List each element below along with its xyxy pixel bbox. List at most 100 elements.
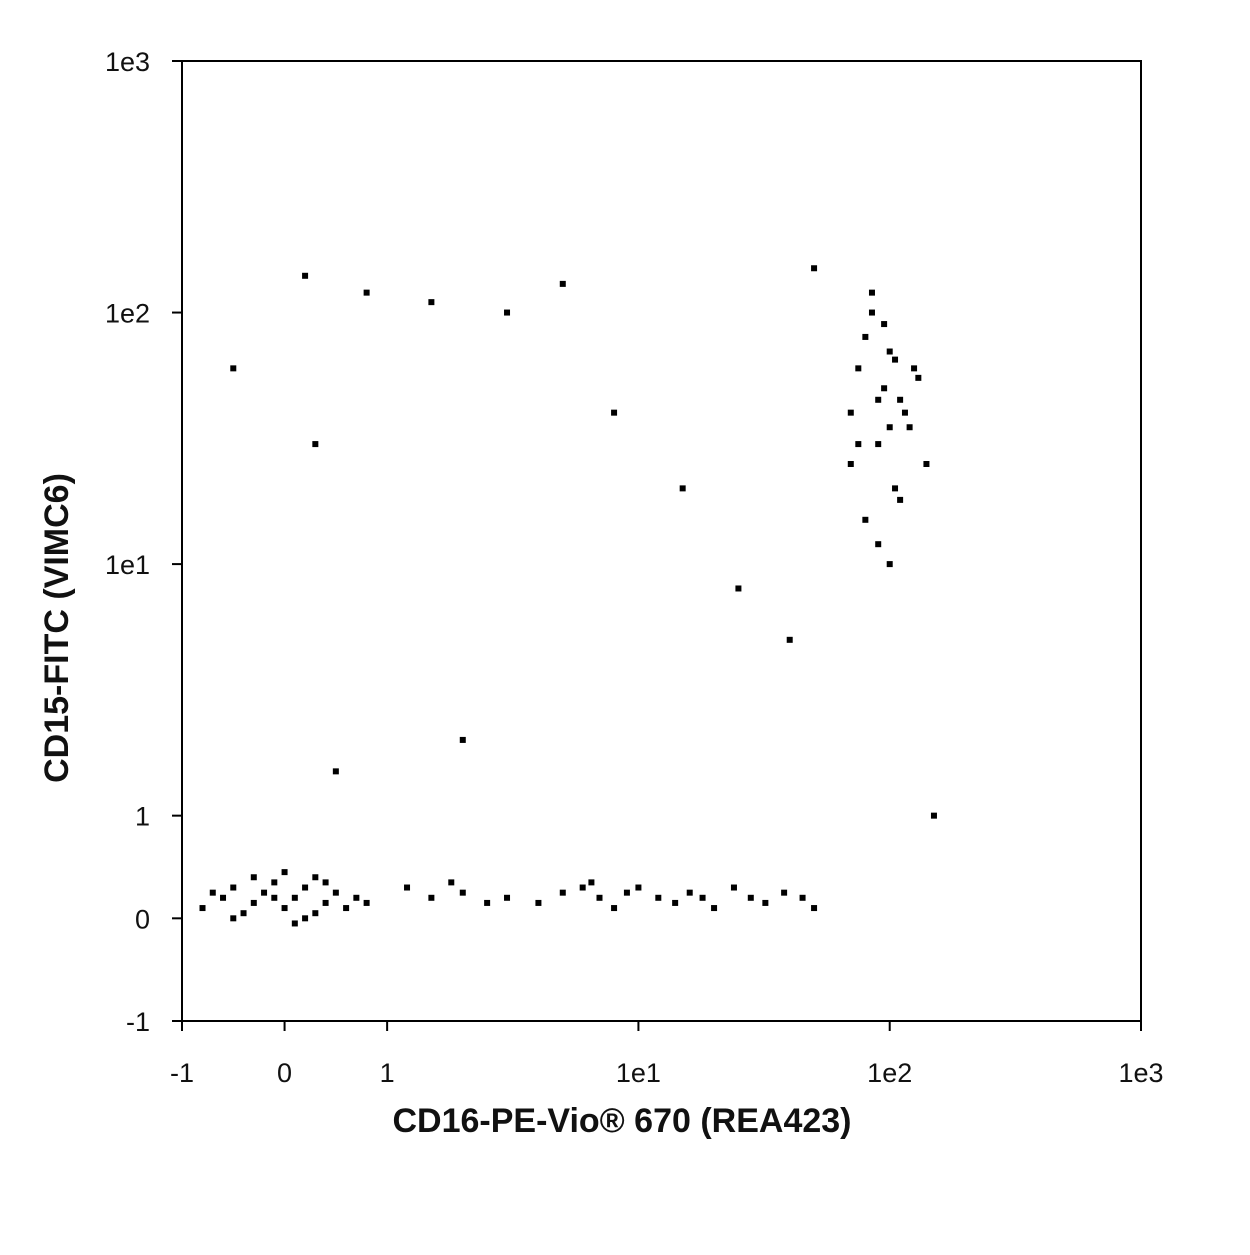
data-point <box>484 899 491 906</box>
data-point <box>711 905 718 912</box>
data-point <box>302 884 309 891</box>
data-point <box>868 309 875 316</box>
x-tick-label: 1 <box>380 1058 395 1088</box>
data-point <box>672 899 679 906</box>
data-point <box>862 333 869 340</box>
data-point <box>892 356 899 363</box>
data-point <box>847 460 854 467</box>
data-point <box>855 365 862 372</box>
data-point <box>847 409 854 416</box>
data-point <box>799 894 806 901</box>
data-point <box>312 441 319 448</box>
data-point <box>886 561 893 568</box>
data-point <box>322 879 329 886</box>
data-point <box>291 920 298 927</box>
data-point <box>747 894 754 901</box>
data-point <box>312 874 319 881</box>
data-point <box>781 889 788 896</box>
y-tick-label: 1 <box>135 802 150 832</box>
data-point <box>261 889 268 896</box>
data-point <box>250 899 257 906</box>
y-tick-label: 1e1 <box>105 550 150 580</box>
data-point <box>915 374 922 381</box>
data-point <box>579 884 586 891</box>
x-axis-title: CD16-PE-Vio® 670 (REA423) <box>392 1102 851 1140</box>
plot-frame <box>181 60 1142 1022</box>
data-point <box>596 894 603 901</box>
data-point <box>699 894 706 901</box>
data-point <box>220 894 227 901</box>
data-point <box>240 910 247 917</box>
data-point <box>686 889 693 896</box>
data-point <box>886 424 893 431</box>
y-tick-label: 1e2 <box>105 299 150 329</box>
y-tick-label: 1e3 <box>105 47 150 77</box>
data-point <box>428 894 435 901</box>
data-point <box>886 348 893 355</box>
data-point <box>459 889 466 896</box>
data-point <box>459 736 466 743</box>
x-tick-label: 1e1 <box>616 1058 661 1088</box>
data-point <box>281 905 288 912</box>
data-point <box>911 365 918 372</box>
data-point <box>271 879 278 886</box>
data-point <box>250 874 257 881</box>
data-point <box>906 424 913 431</box>
data-point <box>332 768 339 775</box>
data-point <box>930 812 937 819</box>
y-tick-label: -1 <box>126 1007 150 1037</box>
data-point <box>735 585 742 592</box>
data-point <box>762 899 769 906</box>
data-point <box>679 485 686 492</box>
x-tick-label: 1e2 <box>867 1058 912 1088</box>
data-point <box>448 879 455 886</box>
data-point <box>875 396 882 403</box>
x-tick-label: 1e3 <box>1118 1058 1163 1088</box>
data-point <box>343 905 350 912</box>
data-point <box>302 272 309 279</box>
data-point <box>868 289 875 296</box>
data-point <box>291 894 298 901</box>
data-point <box>281 869 288 876</box>
data-point <box>230 365 237 372</box>
data-point <box>875 441 882 448</box>
x-tick-label: -1 <box>170 1058 194 1088</box>
data-point <box>230 915 237 922</box>
data-point <box>655 894 662 901</box>
data-point <box>811 265 818 272</box>
data-point <box>504 309 511 316</box>
data-point <box>535 899 542 906</box>
x-tick-label: 0 <box>277 1058 292 1088</box>
data-point <box>875 541 882 548</box>
data-point <box>786 636 793 643</box>
data-point <box>504 894 511 901</box>
data-point <box>428 299 435 306</box>
data-point <box>363 899 370 906</box>
data-point <box>623 889 630 896</box>
data-point <box>353 894 360 901</box>
data-point <box>730 884 737 891</box>
data-point <box>901 409 908 416</box>
data-point <box>635 884 642 891</box>
y-axis-title: CD15-FITC (VIMC6) <box>38 473 76 783</box>
data-point <box>404 884 411 891</box>
data-point <box>881 321 888 328</box>
data-point <box>923 460 930 467</box>
data-point <box>855 441 862 448</box>
data-point <box>811 905 818 912</box>
data-point <box>559 889 566 896</box>
data-point <box>897 396 904 403</box>
data-point <box>302 915 309 922</box>
data-point <box>209 889 216 896</box>
data-point <box>322 899 329 906</box>
data-point <box>312 910 319 917</box>
data-point <box>559 280 566 287</box>
data-point <box>588 879 595 886</box>
data-point <box>611 905 618 912</box>
data-point <box>862 516 869 523</box>
data-point <box>199 905 206 912</box>
y-tick-label: 0 <box>135 904 150 934</box>
data-point <box>271 894 278 901</box>
